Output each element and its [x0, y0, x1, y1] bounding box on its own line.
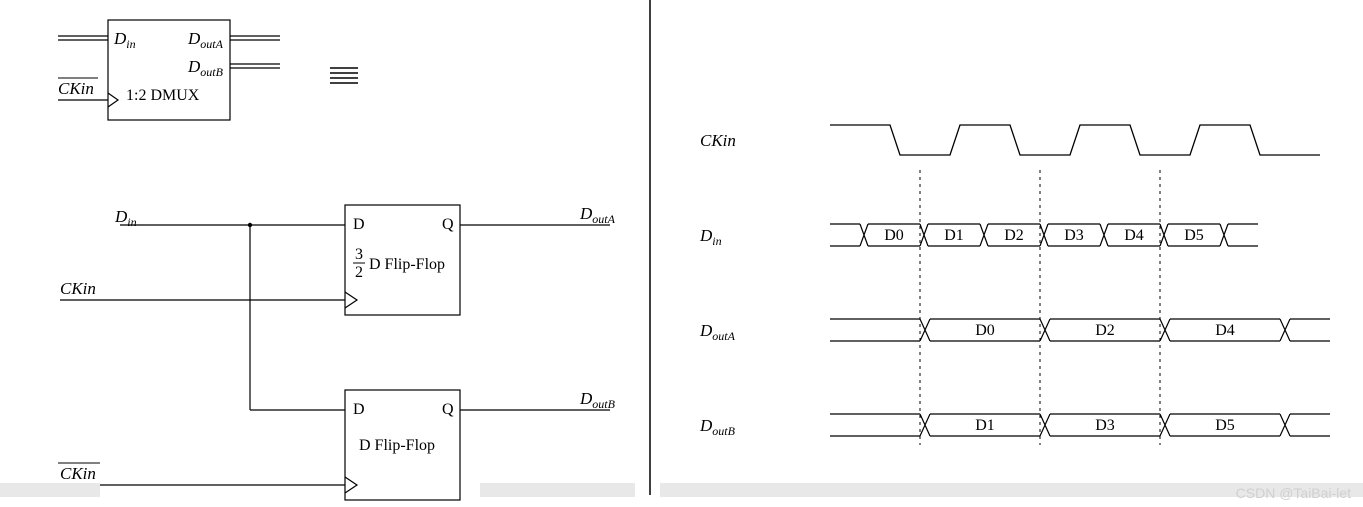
svg-text:D Flip-Flop: D Flip-Flop — [359, 437, 435, 454]
svg-text:D: D — [353, 216, 365, 233]
svg-text:D5: D5 — [1184, 227, 1204, 244]
svg-text:CKin: CKin — [60, 464, 96, 483]
gray-bar-left — [0, 483, 100, 497]
svg-text:2: 2 — [355, 264, 363, 281]
svg-text:D2: D2 — [1004, 227, 1024, 244]
svg-text:D1: D1 — [944, 227, 964, 244]
svg-text:Din: Din — [699, 226, 722, 248]
gray-bar-mid — [480, 483, 635, 497]
svg-text:D4: D4 — [1124, 227, 1144, 244]
diagram-container: Din CKin DoutA DoutB 1:2 DMUX D Q 32 D Flip-Flop… — [0, 0, 1363, 507]
svg-text:3: 3 — [355, 246, 363, 263]
svg-text:D1: D1 — [975, 417, 995, 434]
svg-text:Din: Din — [113, 29, 136, 51]
svg-text:CKin: CKin — [60, 279, 96, 298]
svg-text:DoutA: DoutA — [187, 29, 224, 51]
svg-text:D Flip-Flop: D Flip-Flop — [369, 256, 445, 273]
svg-text:Q: Q — [442, 216, 454, 233]
svg-text:DoutA: DoutA — [699, 321, 736, 343]
svg-text:D4: D4 — [1215, 322, 1235, 339]
svg-text:CKin: CKin — [58, 79, 94, 98]
svg-text:Din: Din — [114, 207, 137, 229]
svg-text:D2: D2 — [1095, 322, 1115, 339]
svg-text:DoutB: DoutB — [699, 416, 736, 438]
svg-text:DoutB: DoutB — [187, 57, 224, 79]
svg-text:D3: D3 — [1064, 227, 1084, 244]
svg-text:D: D — [353, 401, 365, 418]
svg-text:D0: D0 — [975, 322, 995, 339]
svg-text:1:2 DMUX: 1:2 DMUX — [126, 87, 200, 104]
svg-text:D5: D5 — [1215, 417, 1235, 434]
svg-text:DoutA: DoutA — [579, 204, 616, 226]
svg-text:DoutB: DoutB — [579, 389, 616, 411]
watermark: CSDN @TaiBai-let — [1236, 485, 1351, 501]
svg-text:Q: Q — [442, 401, 454, 418]
svg-text:D3: D3 — [1095, 417, 1115, 434]
svg-text:CKin: CKin — [700, 131, 736, 150]
diagram-svg: Din CKin DoutA DoutB 1:2 DMUX D Q 32 D Flip-Flop… — [0, 0, 1363, 507]
svg-text:D0: D0 — [884, 227, 904, 244]
